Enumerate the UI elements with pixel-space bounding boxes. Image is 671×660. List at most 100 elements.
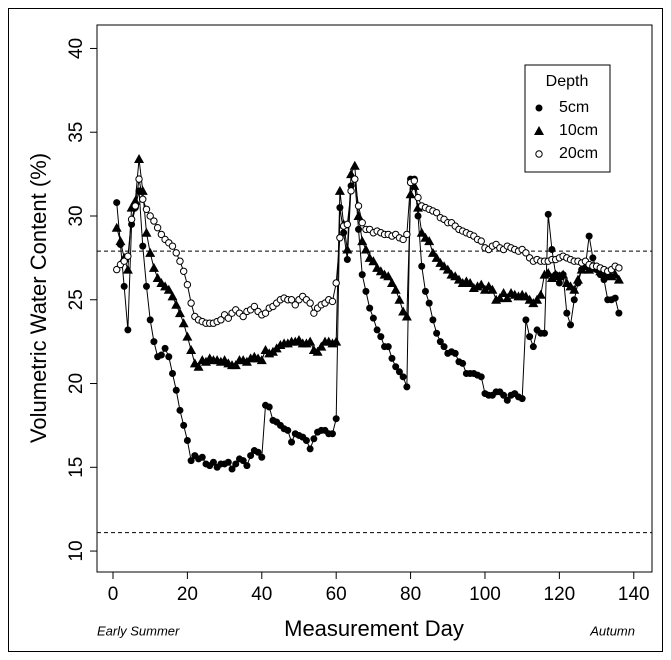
- marker: [433, 329, 441, 337]
- marker: [124, 252, 132, 260]
- marker: [392, 363, 400, 371]
- marker: [332, 415, 340, 423]
- marker: [424, 236, 435, 246]
- marker: [146, 212, 154, 220]
- marker: [494, 293, 505, 303]
- marker: [217, 316, 225, 324]
- marker: [383, 271, 394, 281]
- marker: [148, 262, 159, 272]
- marker: [224, 458, 232, 466]
- marker: [157, 230, 166, 239]
- marker: [247, 452, 255, 460]
- marker: [451, 349, 459, 357]
- marker: [405, 189, 416, 199]
- marker: [328, 430, 336, 438]
- marker: [354, 202, 363, 210]
- marker: [610, 269, 621, 279]
- marker: [146, 316, 154, 324]
- marker: [287, 296, 296, 304]
- marker: [150, 217, 158, 225]
- marker: [414, 212, 422, 220]
- marker: [113, 199, 121, 207]
- marker: [165, 353, 173, 361]
- annotation: Early Summer: [97, 623, 180, 638]
- marker: [254, 448, 262, 456]
- marker: [168, 242, 177, 250]
- marker: [368, 256, 379, 266]
- marker: [174, 308, 185, 318]
- marker: [306, 299, 314, 307]
- marker: [425, 299, 433, 307]
- marker: [187, 457, 195, 465]
- marker: [128, 220, 136, 228]
- y-tick-label: 25: [66, 289, 87, 310]
- y-tick-label: 30: [66, 205, 87, 226]
- x-tick-label: 0: [108, 584, 119, 605]
- marker: [291, 301, 299, 309]
- marker: [390, 284, 401, 294]
- x-axis-label: Measurement Day: [284, 616, 464, 641]
- marker: [377, 333, 385, 341]
- marker: [150, 338, 158, 346]
- marker: [183, 436, 191, 444]
- marker: [535, 289, 546, 299]
- x-tick-label: 80: [400, 584, 421, 605]
- marker: [503, 396, 511, 404]
- marker: [347, 187, 355, 195]
- marker: [141, 227, 152, 237]
- marker: [178, 318, 189, 328]
- marker: [548, 245, 556, 253]
- marker: [145, 247, 156, 257]
- marker: [142, 205, 151, 213]
- marker: [167, 291, 178, 301]
- marker: [398, 306, 409, 316]
- marker: [258, 453, 266, 461]
- marker: [331, 336, 342, 346]
- marker: [529, 343, 537, 351]
- marker: [120, 282, 128, 290]
- marker: [416, 227, 427, 237]
- marker: [585, 232, 593, 240]
- marker: [502, 293, 513, 303]
- x-tick-label: 120: [544, 584, 576, 605]
- marker: [135, 175, 143, 183]
- marker: [176, 257, 184, 265]
- marker: [139, 242, 147, 250]
- marker: [498, 288, 509, 298]
- marker: [431, 252, 442, 262]
- marker: [487, 284, 498, 294]
- marker: [224, 314, 233, 322]
- marker: [410, 177, 419, 185]
- marker: [358, 271, 366, 279]
- marker: [351, 175, 359, 183]
- marker: [134, 154, 145, 164]
- marker: [442, 264, 453, 274]
- marker: [384, 343, 392, 351]
- marker: [186, 345, 197, 355]
- marker: [357, 236, 368, 246]
- marker: [459, 359, 467, 367]
- x-tick-label: 40: [251, 584, 272, 605]
- marker: [432, 208, 441, 217]
- marker: [534, 126, 544, 135]
- marker: [540, 329, 548, 337]
- y-axis-label: Volumetric Water Content (%): [26, 153, 51, 443]
- marker: [394, 294, 405, 304]
- marker: [543, 267, 554, 277]
- marker: [113, 265, 121, 274]
- series: [113, 175, 623, 327]
- marker: [558, 269, 569, 279]
- marker: [427, 247, 438, 257]
- marker: [183, 280, 192, 289]
- marker: [153, 224, 162, 232]
- marker: [139, 195, 147, 203]
- marker: [310, 435, 318, 443]
- marker: [182, 331, 193, 341]
- marker: [302, 436, 310, 444]
- marker: [476, 279, 487, 289]
- marker: [152, 272, 163, 282]
- marker: [572, 274, 583, 284]
- x-tick-label: 60: [326, 584, 347, 605]
- marker: [414, 193, 422, 202]
